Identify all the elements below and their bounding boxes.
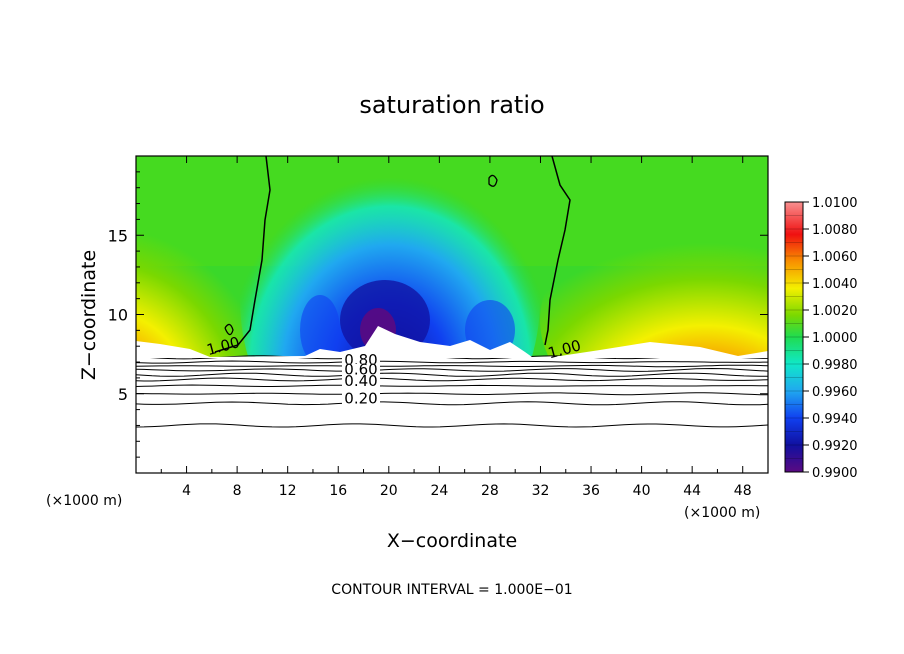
side-cell-right — [465, 300, 515, 358]
x-unit-left: (×1000 m) — [46, 493, 122, 509]
contour-interval-note: CONTOUR INTERVAL = 1.000E−01 — [331, 582, 572, 598]
side-cell-left — [300, 295, 340, 358]
colorbar-label: 0.9920 — [812, 439, 858, 454]
contour-line — [135, 372, 769, 377]
y-tick-label: 15 — [108, 226, 128, 245]
y-tick-label: 5 — [118, 385, 128, 404]
x-tick-label: 40 — [633, 483, 651, 499]
colorbar-label: 0.9960 — [812, 385, 858, 400]
x-tick-label: 20 — [380, 483, 398, 499]
colorbar-label: 0.9940 — [812, 412, 858, 427]
contour-1-00-left — [214, 156, 271, 353]
contour-label: 0.60 — [344, 361, 377, 379]
x-axis-label: X−coordinate — [387, 530, 517, 552]
contour-label-bg — [341, 392, 380, 406]
x-tick-label: 32 — [532, 483, 550, 499]
colorbar-label: 0.9980 — [812, 358, 858, 373]
contour-line — [135, 384, 768, 387]
x-tick-label: 8 — [233, 483, 242, 499]
contour-line — [135, 367, 769, 372]
x-tick-label: 28 — [481, 483, 499, 499]
x-tick-label: 36 — [582, 483, 600, 499]
lower-contours — [135, 355, 769, 428]
colorbar-label: 1.0000 — [812, 331, 858, 346]
contour-label: 0.20 — [344, 389, 377, 407]
x-axis-ticks: 4 8 12 16 20 24 28 32 36 40 44 48 — [160, 156, 752, 499]
field-base-edge — [136, 326, 768, 358]
colorbar-label: 1.0100 — [812, 196, 858, 211]
x-tick-label: 16 — [329, 483, 347, 499]
contour-label-bg — [341, 363, 380, 377]
colorbar-bands — [785, 215, 803, 459]
colorbar-label: 1.0040 — [812, 277, 858, 292]
colorbar-label: 1.0060 — [812, 250, 858, 265]
x-tick-label: 24 — [430, 483, 448, 499]
contour-line — [135, 360, 769, 364]
contour-line — [135, 401, 769, 406]
x-tick-label: 48 — [734, 483, 752, 499]
x-unit-right: (×1000 m) — [684, 505, 760, 521]
colorbar-label: 0.9900 — [812, 466, 858, 481]
colorbar-labels: 1.0100 1.0080 1.0060 1.0040 1.0020 1.0000 0.99… — [803, 196, 858, 481]
contour-line — [135, 392, 769, 396]
y-axis-ticks: 5 10 15 — [108, 171, 768, 458]
contour-line — [135, 364, 769, 368]
contour-1-00-small-top — [488, 174, 498, 187]
contour-label-bg — [341, 374, 380, 388]
contour-line — [135, 423, 769, 428]
right-warm-region — [540, 210, 768, 358]
x-tick-label: 4 — [182, 483, 191, 499]
colorbar-label: 1.0080 — [812, 223, 858, 238]
y-tick-label: 10 — [108, 306, 128, 325]
contour-line — [135, 377, 769, 382]
contour-1-00-right — [544, 156, 571, 346]
y-axis-label: Z−coordinate — [78, 250, 100, 380]
x-tick-label: 44 — [683, 483, 701, 499]
chart-title: saturation ratio — [359, 91, 544, 119]
x-tick-label: 12 — [279, 483, 297, 499]
contour-label: 0.40 — [344, 372, 377, 390]
lower-region — [136, 358, 768, 473]
colorbar-label: 1.0020 — [812, 304, 858, 319]
contour-1-00-small-left — [224, 323, 234, 336]
